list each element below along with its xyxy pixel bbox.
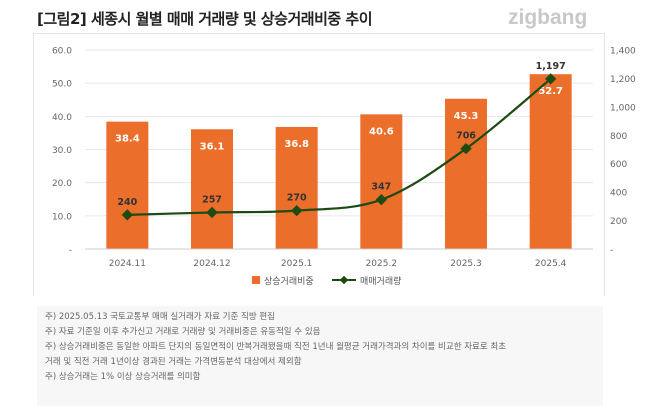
right-tick-label: 1,000: [610, 103, 636, 113]
right-tick-label: 800: [610, 132, 627, 142]
bar-data-label: 45.3: [454, 111, 479, 122]
x-tick-label: 2024.12: [193, 259, 230, 269]
bar-data-label: 52.7: [538, 86, 563, 97]
left-tick-label: 10.0: [52, 212, 72, 222]
footnote: 주) 2025.05.13 국토교통부 매매 실거래가 자료 기준 직방 편집: [45, 312, 276, 322]
line-data-label: 347: [371, 182, 391, 193]
bar: [191, 129, 233, 249]
x-tick-label: 2025.4: [535, 259, 567, 269]
bar: [275, 126, 318, 249]
right-tick-label: 600: [610, 160, 627, 170]
line-marker: [375, 194, 387, 206]
left-tick-label: 40.0: [52, 113, 72, 123]
footnote: 거래 및 직전 거래 1년이상 경과된 거래는 가격변동분석 대상에서 제외함: [45, 357, 302, 367]
bar: [106, 121, 149, 249]
line-marker: [206, 206, 218, 219]
x-tick-label: 2024.11: [109, 259, 146, 269]
footnotes: 주) 2025.05.13 국토교통부 매매 실거래가 자료 기준 직방 편집 …: [37, 306, 603, 406]
bar-data-label: 36.1: [200, 141, 225, 152]
line-marker: [460, 142, 472, 155]
right-tick-label: 200: [610, 217, 627, 227]
line-data-label: 257: [202, 194, 222, 205]
legend-label: 상승거래비중: [264, 276, 314, 287]
line-series: [127, 78, 552, 216]
right-tick-label: -: [610, 246, 613, 256]
bar: [360, 114, 403, 250]
left-tick-label: -: [69, 246, 72, 256]
x-tick-label: 2025.3: [450, 259, 482, 269]
line-data-label: 270: [287, 193, 307, 204]
footnote: 주) 자료 기준일 이후 추가신고 거래로 거래량 및 거래비중은 유동적일 수…: [45, 327, 321, 337]
left-tick-label: 30.0: [52, 146, 72, 156]
line-data-label: 1,197: [536, 61, 566, 72]
x-tick-label: 2025.1: [281, 259, 313, 269]
footnote: 주) 상승거래비중은 동일한 아파트 단지의 동일면적이 반복거래됐을때 직전 …: [45, 342, 507, 352]
legend-label: 매매거래량: [360, 275, 401, 287]
line-data-label: 706: [456, 131, 476, 142]
combo-chart: - 10.0 20.0 30.0 40.0 50.0 60.0 - 200 400 600 800 1,…: [52, 47, 636, 288]
x-tick-label: 2025.2: [366, 259, 398, 269]
right-tick-label: 1,400: [610, 47, 636, 57]
legend-line-marker: [339, 275, 349, 285]
left-tick-label: 60.0: [52, 47, 72, 57]
zigbang-logo: zigbang: [508, 6, 588, 29]
chart-title: [그림2] 세종시 월별 매매 거래량 및 상승거래비중 추이: [37, 10, 373, 28]
bar-data-label: 36.8: [284, 139, 309, 150]
left-tick-label: 50.0: [52, 80, 72, 90]
left-tick-label: 20.0: [52, 179, 72, 189]
footnote: 주) 상승거래는 1% 이상 상승거래를 의미함: [45, 372, 201, 382]
line-marker: [291, 204, 303, 217]
line-data-label: 240: [117, 197, 137, 208]
bar: [529, 74, 572, 249]
legend-bar-swatch: [252, 276, 260, 284]
right-tick-label: 1,200: [610, 75, 636, 85]
bar: [445, 98, 487, 249]
chart-frame: [33, 33, 605, 296]
bar-data-label: 40.6: [369, 126, 394, 137]
right-tick-label: 400: [610, 189, 627, 199]
bar-data-label: 38.4: [115, 134, 140, 145]
